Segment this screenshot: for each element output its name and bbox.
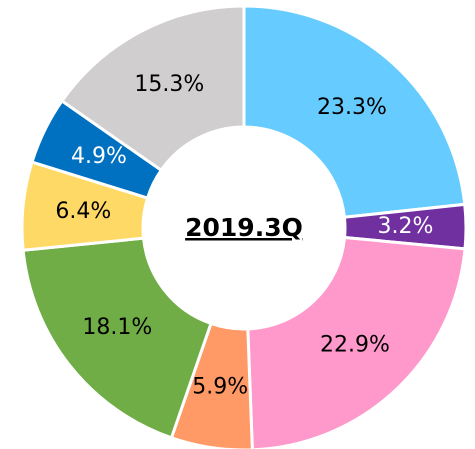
value-label: 3.2% [378, 214, 434, 239]
slice [59, 4, 246, 173]
value-label: 18.1% [82, 315, 152, 340]
value-label: 15.3% [134, 72, 204, 97]
slice [246, 235, 467, 449]
slice [242, 4, 467, 219]
value-label: 4.9% [71, 144, 127, 169]
slice [21, 236, 213, 440]
center-label: 2019.3Q [185, 213, 303, 242]
value-label: 23.3% [317, 95, 387, 120]
slices: 23.3% 3.2% 22.9% 5.9% 18.1% 6.4% 4.9% 15.3% [20, 4, 468, 449]
value-label: 22.9% [320, 332, 390, 357]
value-label: 6.4% [55, 199, 111, 224]
value-label: 5.9% [192, 375, 248, 400]
